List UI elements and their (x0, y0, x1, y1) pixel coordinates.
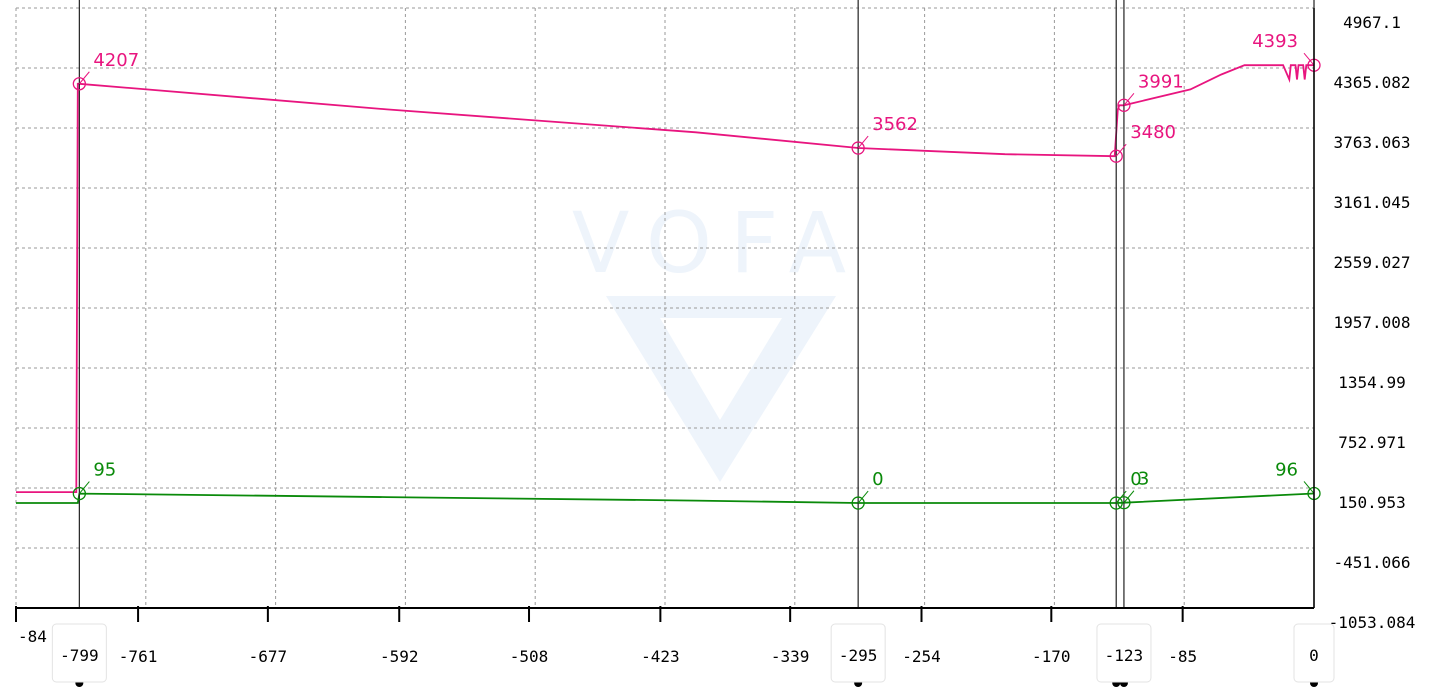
y-tick-label: 3763.063 (1333, 133, 1410, 152)
marker-leader (1115, 143, 1127, 157)
y-tick-label: 3161.045 (1333, 193, 1410, 212)
x-tick-label: -85 (1168, 647, 1197, 666)
cursor-label-box[interactable] (51, 623, 107, 683)
marker-leader (78, 71, 90, 85)
y-tick-label: 4967.1 (1343, 13, 1401, 32)
marker-label: 0 (872, 469, 883, 490)
marker-circle (1109, 149, 1123, 163)
marker-leader (857, 490, 869, 504)
marker-label: 3 (1138, 469, 1149, 490)
cursor-label: -799 (60, 646, 99, 665)
marker-label: 0 (1130, 469, 1141, 490)
marker-label: 95 (93, 460, 116, 481)
x-tick-label: -761 (119, 647, 158, 666)
y-tick-label: -451.066 (1333, 553, 1410, 572)
x-tick-label: -508 (510, 647, 549, 666)
y-tick-label: 2559.027 (1333, 253, 1410, 272)
marker-circle (72, 486, 87, 501)
x-tick-label: -592 (380, 647, 419, 666)
x-tick-label: -677 (249, 647, 288, 666)
watermark-logo-inner (660, 318, 782, 420)
y-tick-label: 1957.008 (1333, 313, 1410, 332)
marker-circle (1117, 496, 1131, 510)
y-tick-label: 752.971 (1338, 433, 1405, 452)
cursor-layer[interactable]: -799 -295 -123 0 (51, 0, 1335, 687)
cursor-label: 0 (1309, 646, 1319, 665)
y-tick-label: 1354.99 (1338, 373, 1405, 392)
marker-circle (851, 141, 865, 155)
x-tick-label: -339 (771, 647, 810, 666)
x-tick-label: -84 (18, 627, 47, 646)
marker-leader (1123, 490, 1135, 504)
y-tick-label: 4365.082 (1333, 73, 1410, 92)
cursor-label: -295 (839, 646, 878, 665)
marker-circle (1117, 98, 1131, 112)
marker-leader (1303, 481, 1315, 494)
marker-leader (857, 135, 869, 149)
y-tick-label: 150.953 (1338, 493, 1405, 512)
cursor-label-box[interactable] (1293, 623, 1335, 683)
marker-label: 4207 (93, 50, 139, 71)
series-line-1 (16, 64, 1314, 493)
watermark-text: VOFA (572, 194, 864, 292)
marker-label: 3480 (1130, 122, 1176, 143)
marker-leader (1303, 52, 1315, 66)
marker-label: 3562 (872, 114, 918, 135)
marker-label: 3991 (1138, 71, 1184, 92)
marker-label: 96 (1275, 459, 1298, 480)
x-tick-label: -254 (902, 647, 941, 666)
marker-circle (851, 496, 865, 510)
grid (15, 7, 1314, 608)
axes: -84 -761 -677 -592 -508 -423 -339 -254 -170 -85 49… (15, 8, 1416, 666)
cursor-label-box[interactable] (830, 623, 886, 683)
cursor-label-box[interactable] (1096, 623, 1152, 683)
y-tick-label: -1053.084 (1329, 613, 1416, 632)
cursor-label: -123 (1105, 646, 1144, 665)
marker-leader (1123, 92, 1135, 106)
vofa-watermark: VOFA (572, 194, 864, 482)
marker-circle (72, 77, 87, 91)
marker-label: 4393 (1252, 31, 1298, 52)
marker-circle (1109, 496, 1123, 510)
x-tick-label: -423 (641, 647, 680, 666)
x-tick-label: -170 (1032, 647, 1071, 666)
marker-leader (78, 481, 90, 494)
